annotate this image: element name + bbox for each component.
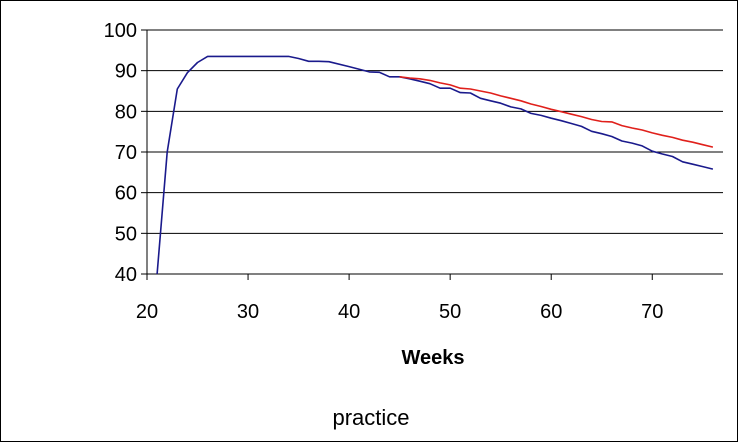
gridlines: [147, 29, 723, 234]
x-tick-label-70: 70: [641, 301, 663, 323]
series-lines: [156, 55, 714, 275]
y-tick-label-60: 60: [115, 183, 137, 205]
y-tick-label-70: 70: [115, 142, 137, 164]
y-tick-label-100: 100: [104, 20, 137, 42]
x-tick-label-60: 60: [540, 301, 562, 323]
x-axis-label: Weeks: [401, 347, 464, 369]
series-line-2: [399, 76, 714, 148]
y-tick-label-40: 40: [115, 264, 137, 286]
x-tick-label-20: 20: [136, 301, 158, 323]
chart-caption: practice: [332, 405, 409, 430]
x-tick-label-30: 30: [237, 301, 259, 323]
y-tick-label-90: 90: [115, 61, 137, 83]
y-tick-label-80: 80: [115, 101, 137, 123]
x-tick-label-50: 50: [439, 301, 461, 323]
x-tick-label-40: 40: [338, 301, 360, 323]
series-line-1: [156, 55, 714, 275]
y-tick-label-50: 50: [115, 223, 137, 245]
tick-labels: 40 50 60 70 80 90 100 20 30 40 50 60 70: [104, 20, 664, 323]
